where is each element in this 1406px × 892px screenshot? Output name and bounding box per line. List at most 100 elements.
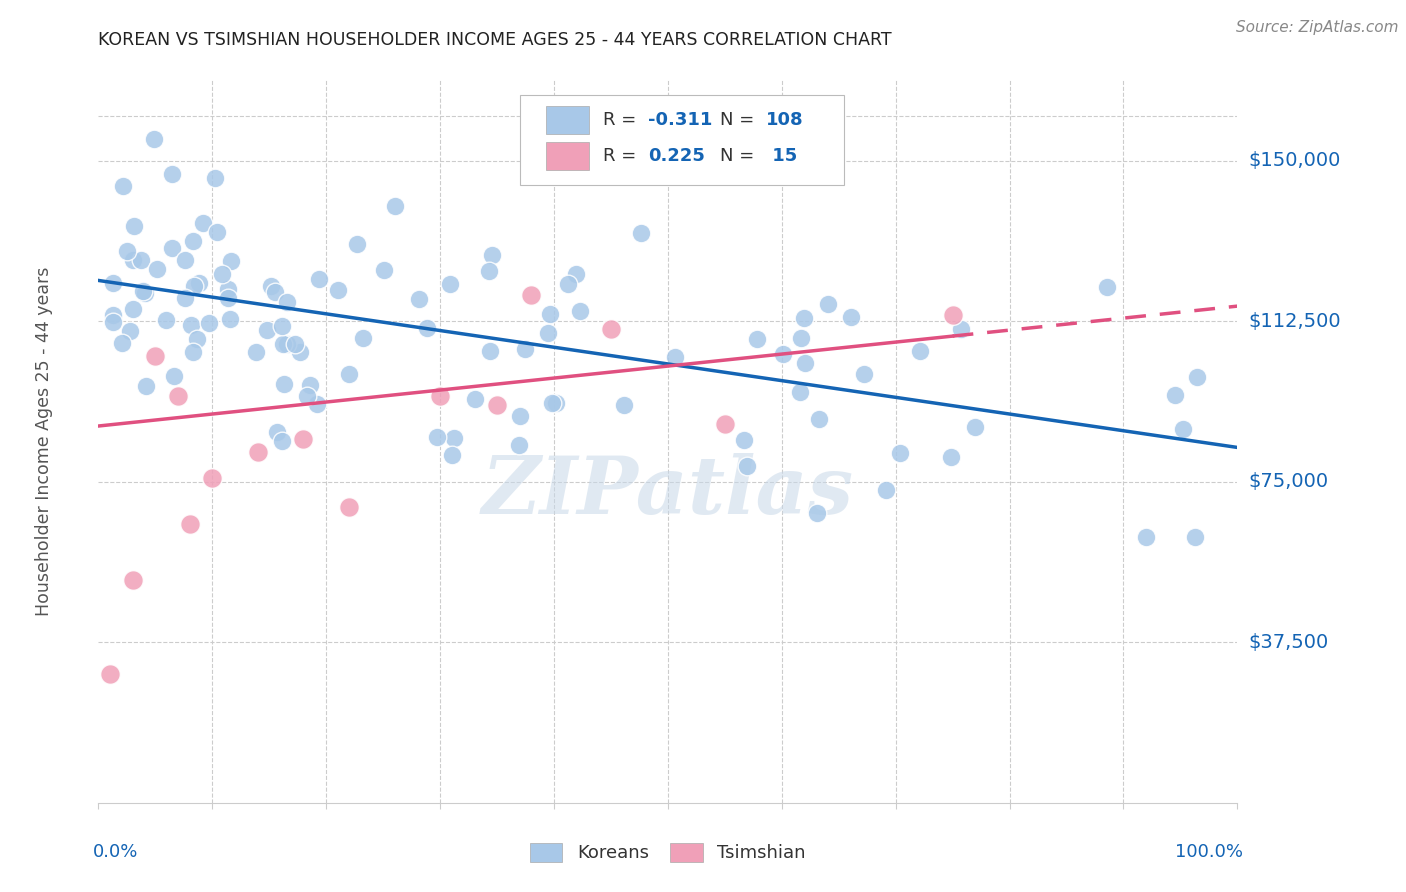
FancyBboxPatch shape — [546, 143, 589, 169]
Point — [789, 385, 811, 400]
Point — [163, 369, 186, 384]
Point — [337, 367, 360, 381]
Text: 108: 108 — [766, 111, 803, 129]
Point — [118, 324, 141, 338]
Point — [817, 297, 839, 311]
Point — [772, 347, 794, 361]
Point — [664, 350, 686, 364]
Point — [308, 272, 330, 286]
Point — [373, 263, 395, 277]
Point — [544, 396, 567, 410]
Point — [124, 219, 146, 234]
Point — [305, 397, 328, 411]
Point — [217, 282, 239, 296]
Point — [630, 226, 652, 240]
Point — [600, 322, 623, 336]
Point — [101, 315, 124, 329]
Point — [273, 377, 295, 392]
Point — [246, 445, 269, 459]
Point — [1185, 370, 1208, 384]
Point — [1171, 422, 1194, 436]
Text: $75,000: $75,000 — [1249, 472, 1329, 491]
Point — [745, 332, 768, 346]
Point — [111, 336, 134, 351]
Point — [121, 252, 143, 267]
Point — [101, 308, 124, 322]
Point — [839, 310, 862, 324]
Point — [219, 254, 242, 268]
Point — [613, 398, 636, 412]
Point — [808, 412, 831, 426]
Point — [145, 349, 167, 363]
Point — [793, 311, 815, 326]
Point — [443, 431, 465, 445]
Point — [569, 304, 592, 318]
Point — [245, 345, 267, 359]
Point — [337, 500, 360, 514]
Point — [486, 399, 509, 413]
Point — [160, 241, 183, 255]
Point — [103, 277, 125, 291]
Point — [298, 378, 321, 392]
Point — [479, 344, 502, 359]
Point — [143, 132, 166, 146]
Point — [155, 312, 177, 326]
Text: 0.225: 0.225 — [648, 147, 706, 165]
Point — [852, 367, 875, 381]
Point — [464, 392, 486, 407]
Point — [352, 331, 374, 345]
Text: $37,500: $37,500 — [1249, 632, 1329, 652]
Point — [271, 434, 294, 449]
Point — [132, 284, 155, 298]
Point — [481, 248, 503, 262]
Point — [193, 217, 215, 231]
Point — [205, 225, 228, 239]
Point — [565, 267, 588, 281]
Text: 0.0%: 0.0% — [93, 843, 138, 861]
Text: -0.311: -0.311 — [648, 111, 713, 129]
Point — [515, 343, 537, 357]
Point — [134, 285, 156, 300]
Legend: Koreans, Tsimshian: Koreans, Tsimshian — [530, 843, 806, 863]
Point — [217, 291, 239, 305]
Point — [276, 336, 298, 351]
Point — [266, 425, 288, 440]
FancyBboxPatch shape — [520, 95, 845, 185]
Point — [276, 295, 298, 310]
Point — [950, 322, 973, 336]
Point — [271, 337, 294, 351]
Point — [180, 318, 202, 333]
Point — [1095, 280, 1118, 294]
Point — [264, 285, 287, 299]
Point — [183, 234, 205, 248]
Point — [408, 292, 430, 306]
Text: R =: R = — [603, 111, 643, 129]
Point — [167, 389, 190, 403]
Text: Householder Income Ages 25 - 44 years: Householder Income Ages 25 - 44 years — [35, 267, 53, 616]
Point — [186, 332, 208, 346]
Text: $112,500: $112,500 — [1249, 311, 1341, 331]
Point — [714, 417, 737, 432]
Point — [256, 323, 278, 337]
Point — [733, 433, 755, 447]
Point — [121, 573, 143, 587]
Point — [806, 506, 828, 520]
Point — [135, 379, 157, 393]
Point — [426, 430, 449, 444]
Point — [509, 409, 531, 423]
Point — [941, 450, 963, 464]
Point — [384, 199, 406, 213]
Point — [98, 667, 121, 681]
Point — [735, 459, 758, 474]
Point — [538, 307, 561, 321]
Point — [1184, 530, 1206, 544]
Point — [121, 301, 143, 316]
Point — [439, 277, 461, 292]
FancyBboxPatch shape — [546, 106, 589, 134]
Point — [875, 483, 897, 497]
Point — [290, 345, 312, 359]
Point — [271, 319, 294, 334]
Text: 15: 15 — [766, 147, 797, 165]
Point — [181, 345, 204, 359]
Point — [174, 291, 197, 305]
